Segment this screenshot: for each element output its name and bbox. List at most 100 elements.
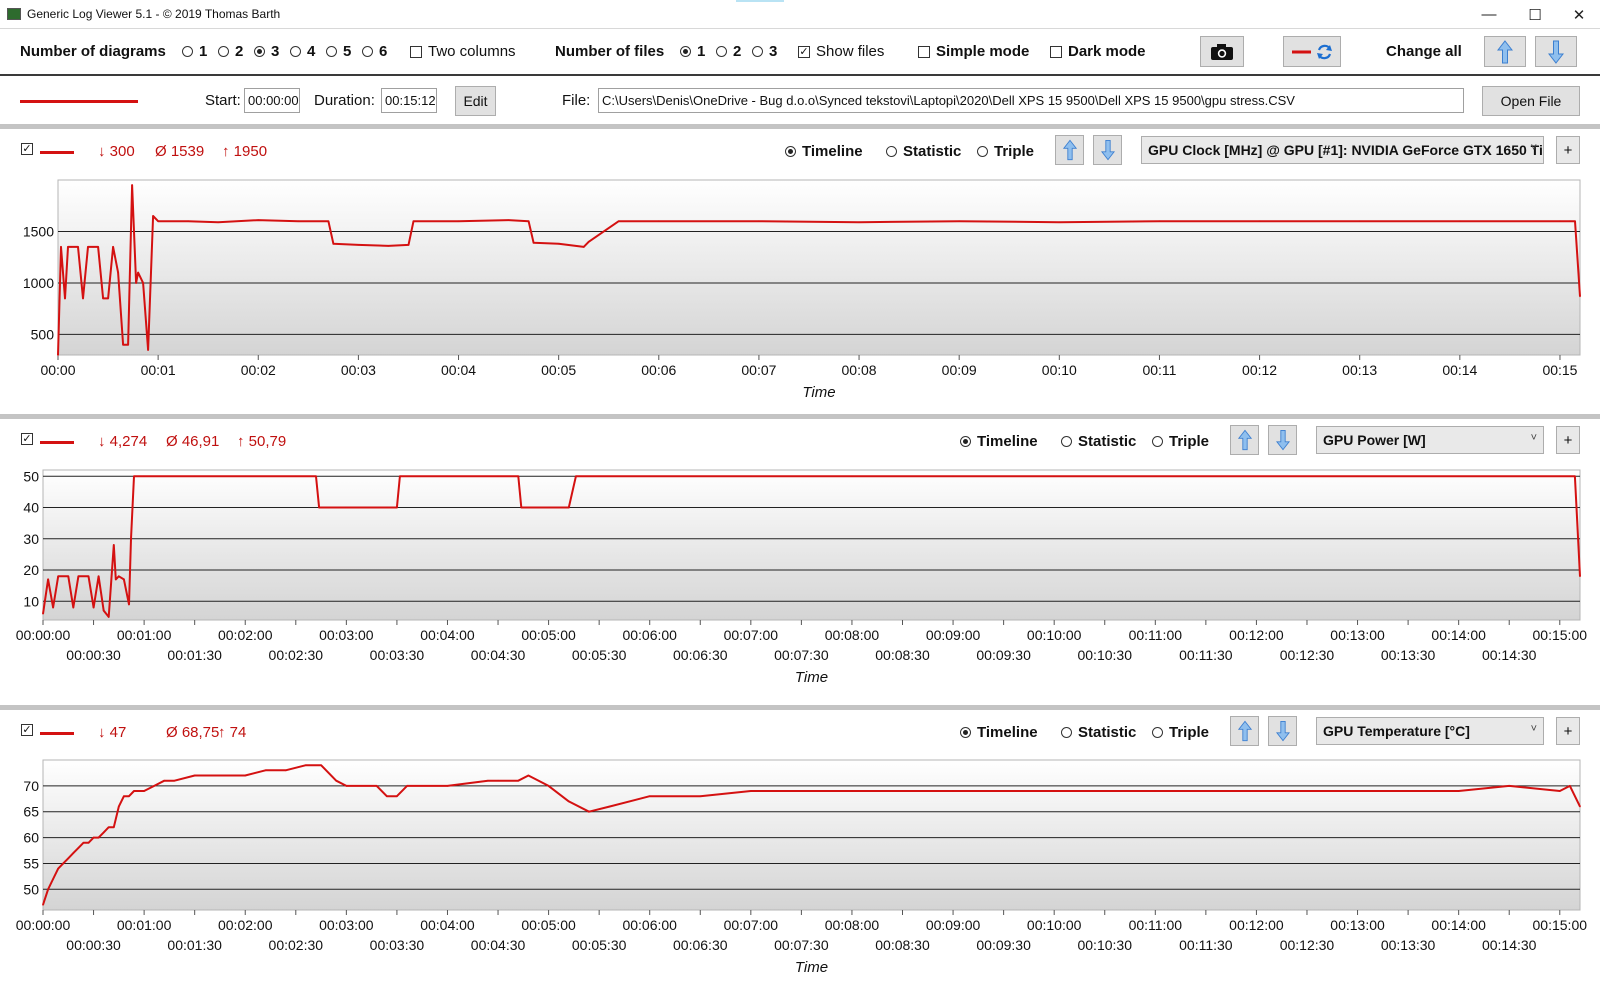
mode-radio-triple[interactable]: Triple — [977, 143, 1034, 160]
mode-radio-triple[interactable]: Triple — [1152, 724, 1209, 741]
add-series-button[interactable]: + — [1556, 426, 1580, 454]
diagrams-radio-dot[interactable] — [254, 46, 265, 57]
series-visible-checkbox[interactable]: ✓ — [21, 724, 39, 736]
series-visible-box[interactable]: ✓ — [21, 724, 33, 736]
screenshot-button[interactable] — [1200, 36, 1244, 67]
data-point — [1058, 221, 1061, 224]
mode-radio-dot[interactable] — [960, 727, 971, 738]
x-tick-label: 00:04:00 — [420, 627, 475, 643]
data-point — [517, 475, 520, 478]
series-visible-box[interactable]: ✓ — [21, 433, 33, 445]
move-up-button[interactable] — [1230, 716, 1259, 746]
files-radio-3[interactable]: 3 — [752, 43, 777, 60]
move-down-button[interactable] — [1093, 135, 1122, 165]
series-color-line[interactable] — [40, 151, 74, 154]
show-files-box[interactable]: ✓ — [798, 45, 810, 58]
diagrams-radio-dot[interactable] — [218, 46, 229, 57]
add-series-button[interactable]: + — [1556, 136, 1580, 164]
data-point — [67, 246, 69, 248]
diagrams-radio-dot[interactable] — [290, 46, 301, 57]
sensor-select[interactable]: GPU Power [W] ˅ — [1316, 426, 1544, 454]
x-tick-label: 00:09:00 — [926, 917, 981, 933]
simple-mode-checkbox[interactable]: Simple mode — [918, 43, 1029, 60]
diagrams-radio-2[interactable]: 2 — [218, 43, 243, 60]
mode-radio-dot[interactable] — [1152, 436, 1163, 447]
minimize-button[interactable]: — — [1481, 6, 1497, 23]
start-input[interactable]: 00:00:00 — [244, 88, 300, 113]
mode-radio-dot[interactable] — [1152, 727, 1163, 738]
dark-mode-checkbox[interactable]: Dark mode — [1050, 43, 1146, 60]
y-tick-label: 55 — [23, 855, 39, 871]
mode-radio-dot[interactable] — [785, 146, 796, 157]
chevron-down-icon: ˅ — [1530, 142, 1537, 154]
data-point — [345, 785, 348, 787]
mode-radio-dot[interactable] — [960, 436, 971, 447]
change-all-down-button[interactable] — [1535, 36, 1577, 67]
mode-radio-statistic[interactable]: Statistic — [1061, 724, 1136, 741]
series-color-line[interactable] — [20, 100, 138, 103]
x-tick-label: 00:03 — [341, 362, 376, 378]
mode-radio-dot[interactable] — [886, 146, 897, 157]
mode-radio-statistic[interactable]: Statistic — [1061, 433, 1136, 450]
y-tick-label: 1500 — [23, 223, 54, 239]
sensor-select[interactable]: GPU Temperature [°C] ˅ — [1316, 717, 1544, 745]
duration-input[interactable]: 00:15:12 — [381, 88, 437, 113]
y-tick-label: 50 — [23, 468, 39, 484]
two-columns-checkbox[interactable]: Two columns — [410, 43, 516, 60]
mode-radio-timeline[interactable]: Timeline — [960, 433, 1038, 450]
edit-button[interactable]: Edit — [455, 86, 496, 116]
mode-radio-dot[interactable] — [977, 146, 988, 157]
two-columns-box[interactable] — [410, 45, 422, 58]
simple-mode-box[interactable] — [918, 45, 930, 58]
diagrams-radio-dot[interactable] — [182, 46, 193, 57]
sensor-select[interactable]: GPU Clock [MHz] @ GPU [#1]: NVIDIA GeFor… — [1141, 136, 1544, 164]
open-file-button[interactable]: Open File — [1482, 86, 1580, 116]
series-visible-box[interactable]: ✓ — [21, 143, 33, 155]
data-point — [320, 764, 322, 766]
move-up-button[interactable] — [1230, 425, 1259, 455]
x-tick-label: 00:13:00 — [1330, 627, 1385, 643]
mode-radio-label: Triple — [1169, 433, 1210, 450]
mode-radio-dot[interactable] — [1061, 436, 1072, 447]
mode-radio-timeline[interactable]: Timeline — [785, 143, 863, 160]
file-path-input[interactable]: C:\Users\Denis\OneDrive - Bug d.o.o\Sync… — [598, 88, 1464, 113]
move-up-button[interactable] — [1055, 135, 1084, 165]
diagrams-radio-dot[interactable] — [326, 46, 337, 57]
series-color-line[interactable] — [40, 441, 74, 444]
mode-radio-statistic[interactable]: Statistic — [886, 143, 961, 160]
x-tick-label: 00:12:30 — [1280, 937, 1335, 953]
show-files-checkbox[interactable]: ✓ Show files — [798, 43, 884, 60]
files-radio-dot[interactable] — [716, 46, 727, 57]
series-color-line[interactable] — [40, 732, 74, 735]
dark-mode-box[interactable] — [1050, 45, 1062, 58]
diagrams-radio-4[interactable]: 4 — [290, 43, 315, 60]
data-point — [517, 779, 520, 782]
diagrams-radio-dot[interactable] — [362, 46, 373, 57]
diagrams-radio-3[interactable]: 3 — [254, 43, 279, 60]
close-button[interactable]: ✕ — [1572, 6, 1586, 24]
files-radio-1[interactable]: 1 — [680, 43, 705, 60]
x-tick-label: 00:04:30 — [471, 647, 526, 663]
color-swap-button[interactable] — [1283, 36, 1341, 67]
change-all-up-button[interactable] — [1484, 36, 1526, 67]
add-series-button[interactable]: + — [1556, 717, 1580, 745]
data-point — [1158, 220, 1161, 222]
files-radio-dot[interactable] — [680, 46, 691, 57]
files-radio-dot[interactable] — [752, 46, 763, 57]
diagrams-radio-6[interactable]: 6 — [362, 43, 387, 60]
diagrams-radio-1[interactable]: 1 — [182, 43, 207, 60]
mode-radio-dot[interactable] — [1061, 727, 1072, 738]
move-down-button[interactable] — [1268, 425, 1297, 455]
move-down-button[interactable] — [1268, 716, 1297, 746]
data-point — [131, 184, 133, 186]
diagrams-radio-5[interactable]: 5 — [326, 43, 351, 60]
series-visible-checkbox[interactable]: ✓ — [21, 143, 39, 155]
x-tick-label: 00:13 — [1342, 362, 1377, 378]
data-point — [157, 220, 159, 222]
x-tick-label: 00:07:00 — [724, 627, 779, 643]
mode-radio-triple[interactable]: Triple — [1152, 433, 1209, 450]
series-visible-checkbox[interactable]: ✓ — [21, 433, 39, 445]
maximize-button[interactable]: ☐ — [1528, 6, 1542, 24]
files-radio-2[interactable]: 2 — [716, 43, 741, 60]
mode-radio-timeline[interactable]: Timeline — [960, 724, 1038, 741]
